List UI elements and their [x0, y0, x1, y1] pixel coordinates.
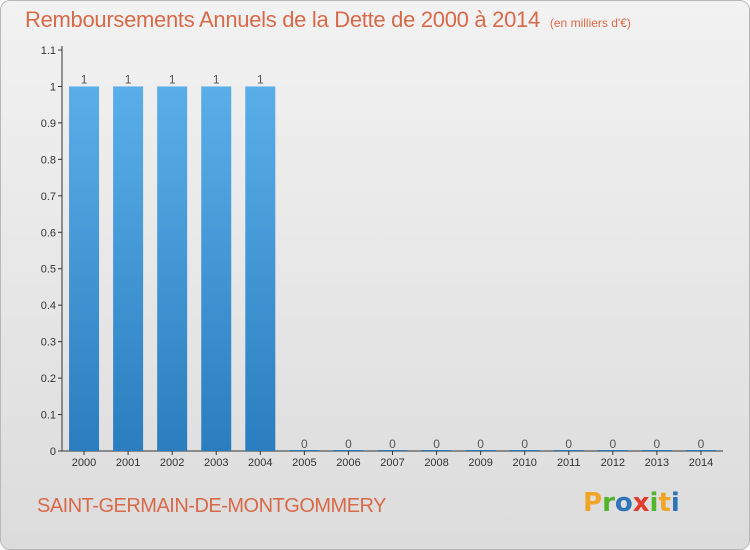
y-tick-label: 0.5: [41, 264, 56, 276]
x-tick-label: 2000: [72, 457, 96, 469]
bar: [333, 450, 364, 451]
bar: [509, 450, 540, 451]
bar: [377, 450, 408, 451]
y-tick-label: 0.6: [41, 227, 56, 239]
data-label: 0: [609, 437, 616, 451]
bar: [553, 450, 584, 451]
chart-title: Remboursements Annuels de la Dette de 20…: [25, 7, 631, 33]
x-tick-label: 2010: [512, 457, 536, 469]
brand-letter: x: [632, 488, 650, 518]
data-label: 0: [521, 437, 528, 451]
bar: [157, 86, 188, 452]
data-label: 0: [389, 437, 396, 451]
x-tick-label: 2013: [645, 457, 669, 469]
bar: [465, 450, 496, 451]
bar: [113, 86, 144, 452]
y-tick-label: 1.1: [41, 45, 56, 57]
brand-letter: r: [602, 488, 615, 518]
bar: [421, 450, 452, 451]
data-label: 0: [698, 437, 705, 451]
bar: [245, 86, 276, 452]
data-label: 1: [213, 72, 220, 86]
data-label: 0: [433, 437, 440, 451]
bar: [641, 450, 672, 451]
data-label: 0: [301, 437, 308, 451]
chart-title-unit: (en milliers d'€): [549, 16, 631, 30]
x-tick-label: 2012: [601, 457, 625, 469]
y-tick-label: 0.9: [41, 118, 56, 130]
x-tick-label: 2004: [248, 457, 272, 469]
data-label: 1: [257, 72, 264, 86]
y-tick-label: 1: [50, 81, 56, 93]
bar: [685, 450, 716, 451]
y-tick-label: 0: [50, 446, 56, 458]
y-tick-label: 0.4: [41, 300, 56, 312]
bar: [201, 86, 232, 452]
y-tick-label: 0.1: [41, 410, 56, 422]
x-tick-label: 2001: [116, 457, 140, 469]
data-label: 1: [169, 72, 176, 86]
x-tick-label: 2009: [468, 457, 492, 469]
x-tick-label: 2002: [160, 457, 184, 469]
brand-logo: Proxiti: [583, 488, 680, 518]
brand-letter: i: [649, 488, 659, 518]
chart-title-text: Remboursements Annuels de la Dette de 20…: [25, 7, 540, 32]
y-tick-label: 0.8: [41, 154, 56, 166]
x-tick-label: 2006: [336, 457, 360, 469]
y-tick-label: 0.7: [41, 191, 56, 203]
brand-letter: P: [583, 488, 603, 518]
bar: [289, 450, 320, 451]
data-label: 1: [81, 72, 88, 86]
y-tick-label: 0.3: [41, 337, 56, 349]
x-tick-label: 2003: [204, 457, 228, 469]
x-tick-label: 2014: [689, 457, 713, 469]
y-tick-label: 0.2: [41, 373, 56, 385]
brand-letter: t: [658, 488, 671, 518]
data-label: 0: [477, 437, 484, 451]
bar: [69, 86, 100, 452]
commune-name: SAINT-GERMAIN-DE-MONTGOMMERY: [37, 495, 386, 517]
x-tick-label: 2007: [380, 457, 404, 469]
bar: [597, 450, 628, 451]
data-label: 0: [565, 437, 572, 451]
data-label: 0: [654, 437, 661, 451]
data-label: 1: [125, 72, 132, 86]
data-label: 0: [345, 437, 352, 451]
x-tick-label: 2011: [557, 457, 581, 469]
brand-letter: i: [670, 488, 680, 518]
x-tick-label: 2008: [424, 457, 448, 469]
x-tick-label: 2005: [292, 457, 316, 469]
brand-letter: o: [614, 488, 633, 518]
